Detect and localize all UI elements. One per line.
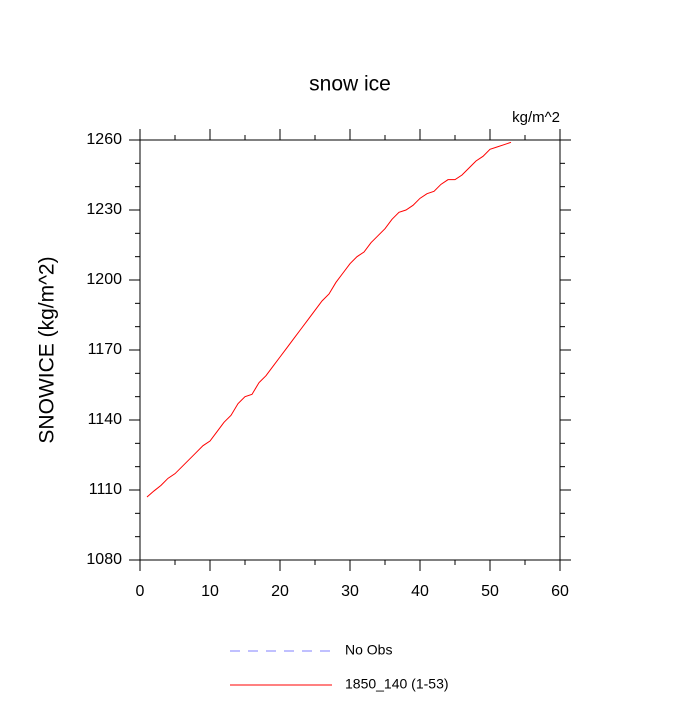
x-tick-label: 20 xyxy=(271,583,289,600)
y-tick-label: 1200 xyxy=(86,271,122,288)
x-tick-label: 60 xyxy=(551,583,569,600)
x-tick-label: 50 xyxy=(481,583,499,600)
x-tick-label: 30 xyxy=(341,583,359,600)
y-tick-label: 1230 xyxy=(86,201,122,218)
x-tick-label: 10 xyxy=(201,583,219,600)
chart-title: snow ice xyxy=(309,73,391,96)
y-tick-label: 1140 xyxy=(88,411,123,428)
series-line xyxy=(146,141,512,498)
y-tick-label: 1170 xyxy=(88,341,123,358)
legend-label: No Obs xyxy=(345,642,392,658)
y-tick-label: 1110 xyxy=(89,481,122,498)
y-tick-label: 1260 xyxy=(86,131,122,148)
legend-label: 1850_140 (1-53) xyxy=(345,676,449,692)
x-tick-label: 40 xyxy=(411,583,429,600)
units-label: kg/m^2 xyxy=(512,109,560,126)
x-tick-label: 0 xyxy=(136,583,145,600)
y-axis-label: SNOWICE (kg/m^2) xyxy=(36,256,59,443)
y-tick-label: 1080 xyxy=(86,551,122,568)
